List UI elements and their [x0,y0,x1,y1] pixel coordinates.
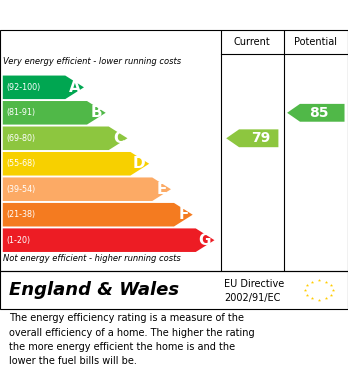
Text: EU Directive: EU Directive [224,279,285,289]
Polygon shape [287,104,345,122]
Text: Potential: Potential [294,37,337,47]
Text: (92-100): (92-100) [6,83,40,92]
Polygon shape [3,203,193,226]
Text: Energy Efficiency Rating: Energy Efficiency Rating [9,7,230,23]
Text: (21-38): (21-38) [6,210,35,219]
Text: D: D [133,156,146,171]
Text: C: C [113,131,124,146]
Text: (1-20): (1-20) [6,236,30,245]
Text: (81-91): (81-91) [6,108,35,117]
Polygon shape [3,101,106,125]
Text: F: F [179,207,189,222]
Text: England & Wales: England & Wales [9,281,179,299]
Polygon shape [3,228,214,252]
Polygon shape [226,129,278,147]
Text: Very energy efficient - lower running costs: Very energy efficient - lower running co… [3,57,182,66]
Text: B: B [90,105,102,120]
Polygon shape [3,152,149,176]
Text: Current: Current [234,37,271,47]
Polygon shape [3,127,127,150]
Text: A: A [69,80,80,95]
Text: (55-68): (55-68) [6,159,35,168]
Text: E: E [157,182,167,197]
Text: (69-80): (69-80) [6,134,35,143]
Text: The energy efficiency rating is a measure of the
overall efficiency of a home. T: The energy efficiency rating is a measur… [9,313,254,366]
Polygon shape [3,75,84,99]
Text: 79: 79 [251,131,271,145]
Text: 2002/91/EC: 2002/91/EC [224,292,281,303]
Polygon shape [3,178,171,201]
Text: Not energy efficient - higher running costs: Not energy efficient - higher running co… [3,254,181,263]
Text: 85: 85 [309,106,329,120]
Text: (39-54): (39-54) [6,185,35,194]
Text: G: G [198,233,211,248]
